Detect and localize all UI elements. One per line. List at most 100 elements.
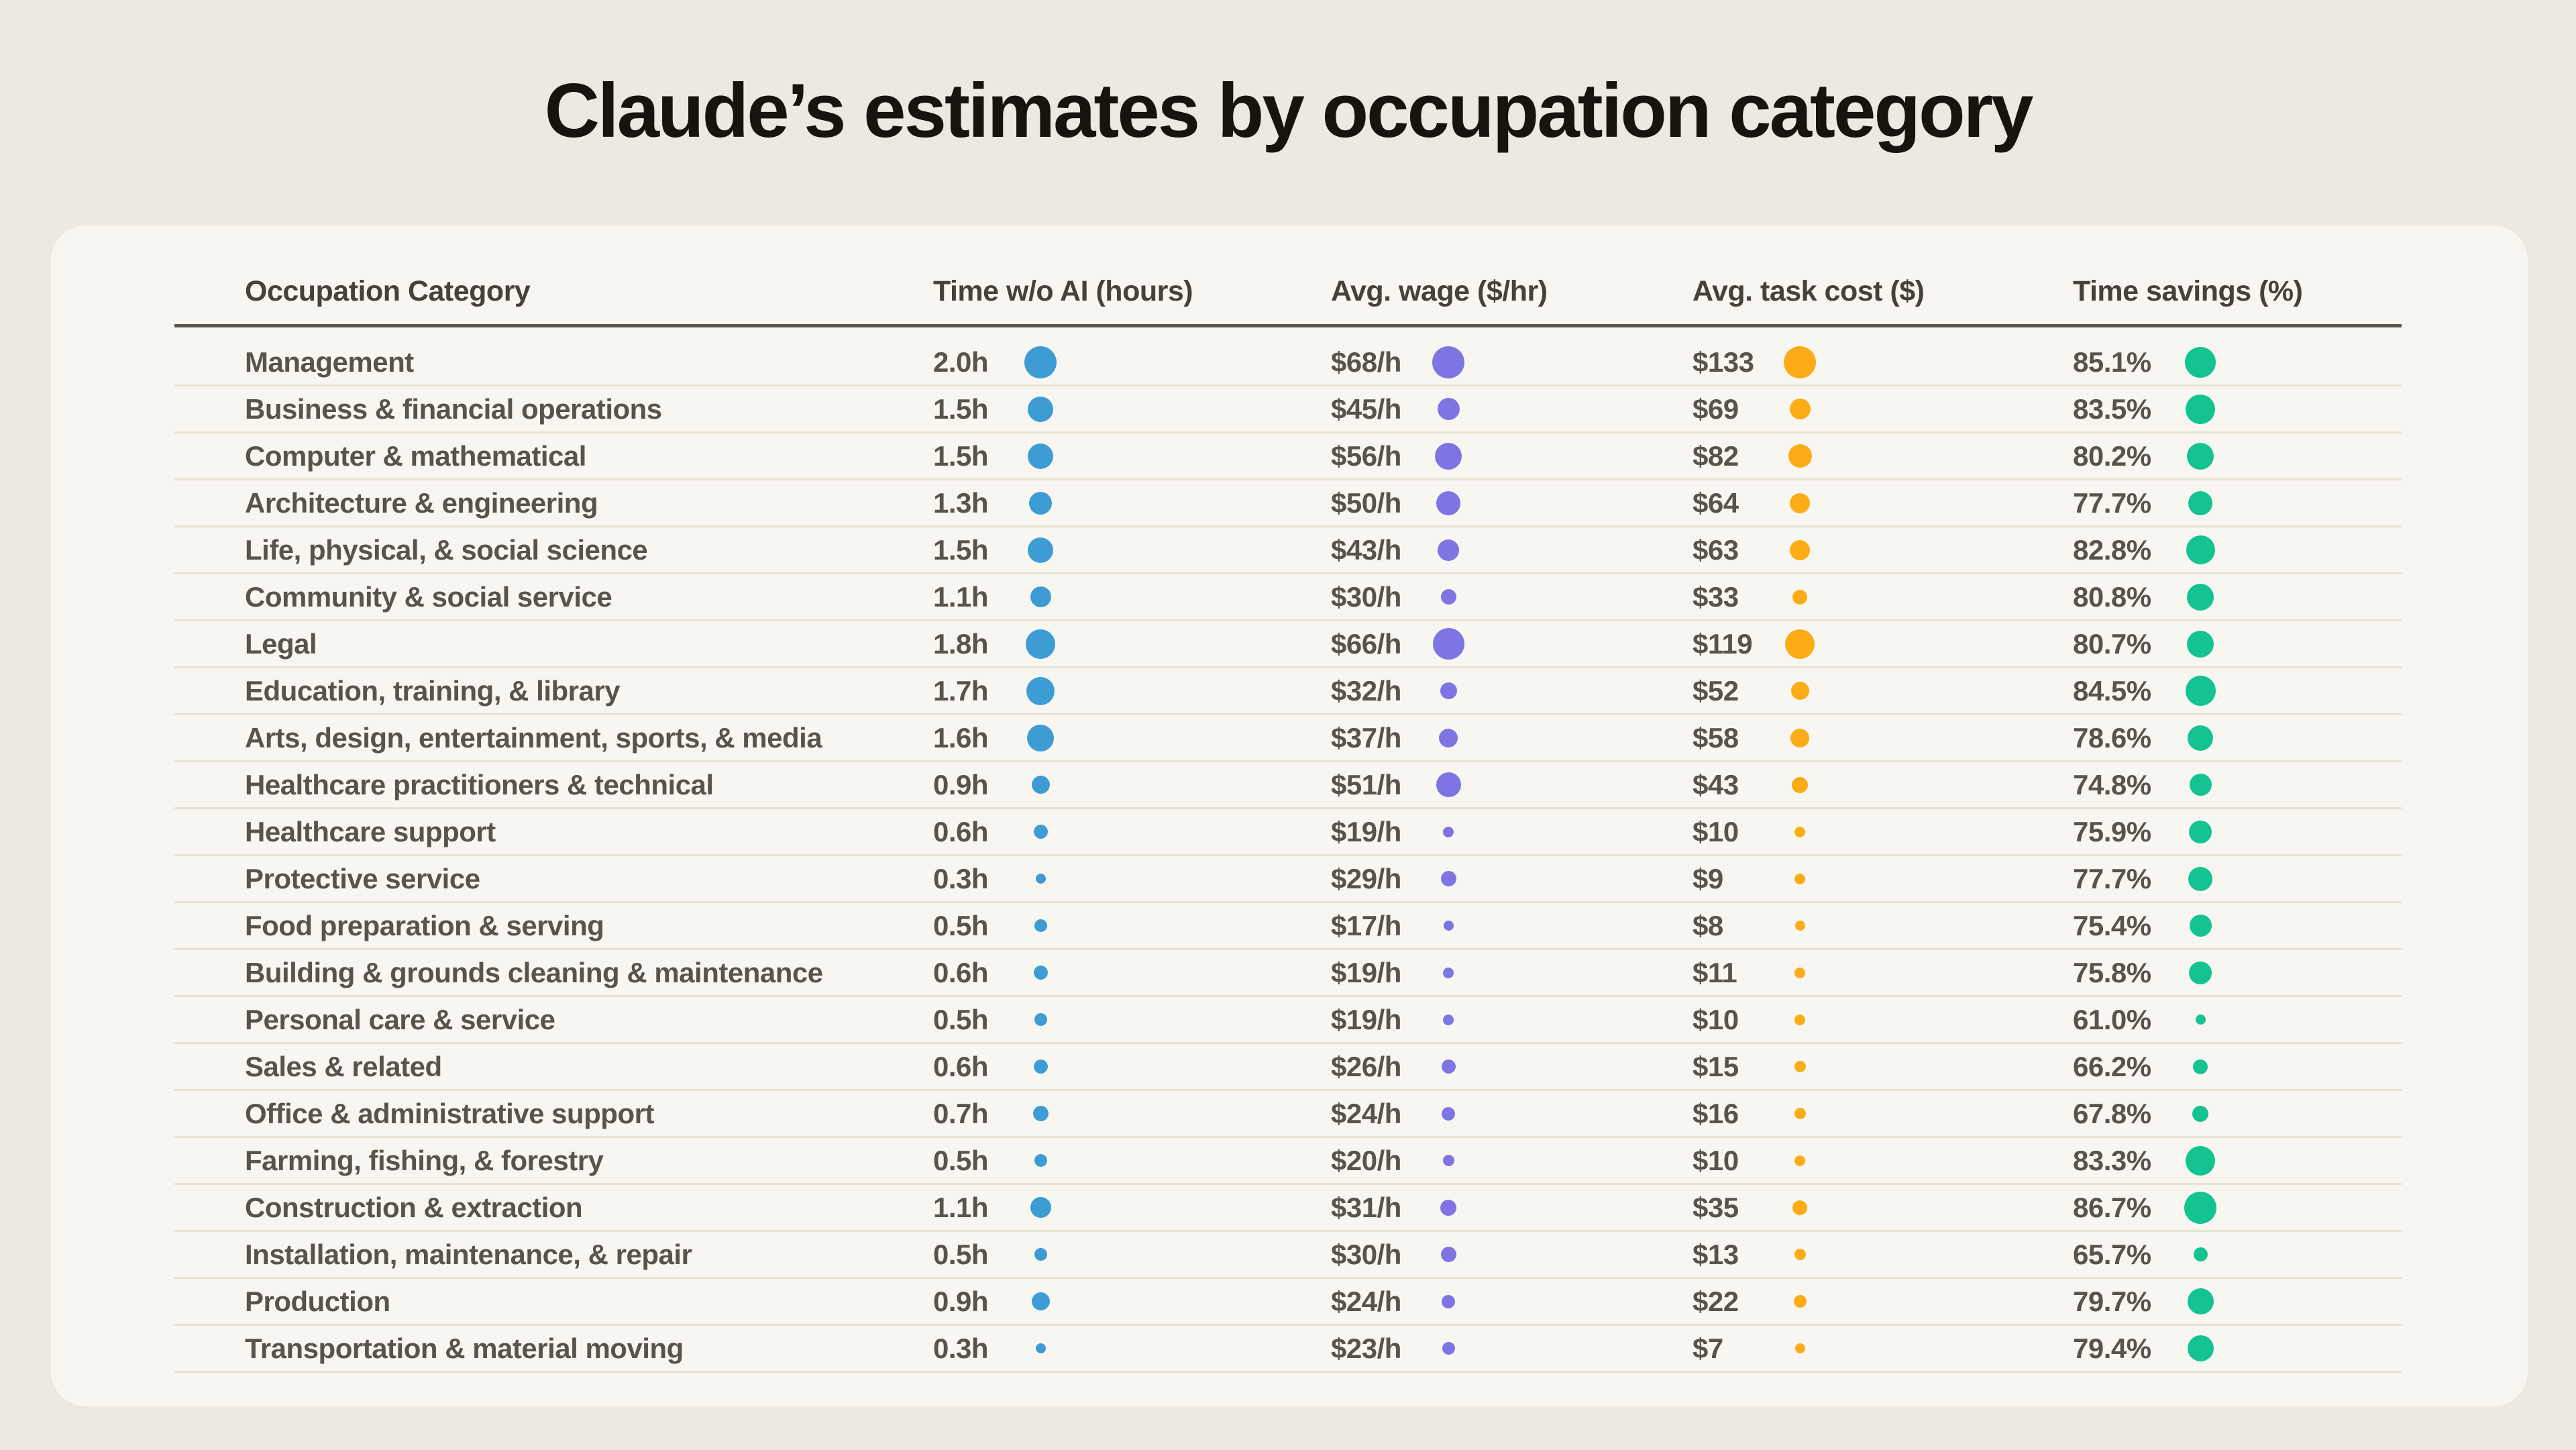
wage-value: $45/h [1331, 393, 1401, 425]
occupation-label: Education, training, & library [245, 674, 621, 707]
savings-cell: 65.7% [2073, 1235, 2402, 1275]
time-cell: 1.8h [933, 624, 1331, 664]
page-title: Claude’s estimates by occupation categor… [544, 68, 2034, 154]
wage-dot-box [1428, 483, 1468, 523]
time-dot-box [1020, 436, 1061, 476]
cost-dot-box [1780, 1329, 1820, 1369]
savings-dot [2187, 442, 2214, 470]
occupation-label: Healthcare support [245, 815, 496, 847]
column-header-cost: Avg. task cost ($) [1693, 275, 1925, 307]
occupation-label: Arts, design, entertainment, sports, & m… [245, 721, 822, 754]
time-dot-box [1020, 906, 1061, 946]
time-value: 0.5h [933, 1238, 989, 1270]
wage-dot [1437, 398, 1460, 420]
wage-dot [1440, 589, 1456, 605]
time-cell: 0.6h [933, 812, 1331, 852]
table-row: Legal 1.8h $66/h $119 80.7% [174, 621, 2402, 668]
wage-dot [1443, 1014, 1454, 1025]
wage-dot-box [1428, 765, 1468, 805]
time-value: 0.3h [933, 862, 989, 894]
time-dot-box [1020, 624, 1061, 664]
savings-value: 79.4% [2073, 1332, 2151, 1364]
savings-value: 80.7% [2073, 627, 2151, 660]
savings-cell: 80.7% [2073, 624, 2402, 664]
column-header-savings: Time savings (%) [2073, 275, 2303, 307]
savings-dot-box [2180, 1141, 2220, 1181]
time-cell: 0.6h [933, 1047, 1331, 1087]
wage-dot [1436, 490, 1460, 515]
savings-cell: 66.2% [2073, 1047, 2402, 1087]
time-dot-box [1020, 1329, 1061, 1369]
time-dot [1030, 1197, 1051, 1218]
time-dot-box [1020, 1282, 1061, 1322]
wage-dot [1438, 539, 1459, 561]
time-dot-box [1020, 530, 1061, 570]
wage-value: $37/h [1331, 721, 1401, 754]
savings-dot-box [2180, 953, 2220, 993]
cost-cell: $58 [1693, 718, 2073, 758]
cost-value: $11 [1693, 956, 1737, 988]
wage-dot-box [1428, 718, 1468, 758]
table-row: Healthcare support 0.6h $19/h $10 75.9% [174, 809, 2402, 856]
savings-value: 78.6% [2073, 721, 2151, 754]
wage-dot-box [1428, 859, 1468, 899]
wage-cell: $19/h [1331, 953, 1693, 993]
occupation-label: Building & grounds cleaning & maintenanc… [245, 956, 823, 988]
wage-cell: $51/h [1331, 765, 1693, 805]
time-cell: 1.5h [933, 436, 1331, 476]
time-value: 0.9h [933, 768, 989, 800]
wage-value: $17/h [1331, 909, 1401, 941]
time-dot-box [1020, 1094, 1061, 1134]
occupation-label: Sales & related [245, 1050, 442, 1082]
occupation-label: Personal care & service [245, 1003, 555, 1035]
savings-dot [2193, 1247, 2208, 1261]
savings-dot [2186, 535, 2215, 564]
savings-dot-box [2180, 859, 2220, 899]
cost-value: $9 [1693, 862, 1723, 894]
wage-value: $31/h [1331, 1191, 1401, 1223]
cost-dot [1788, 444, 1812, 468]
savings-dot-box [2180, 1329, 2220, 1369]
time-value: 1.5h [933, 439, 989, 472]
cost-value: $8 [1693, 909, 1723, 941]
table-row: Office & administrative support 0.7h $24… [174, 1091, 2402, 1138]
cost-cell: $10 [1693, 1000, 2073, 1040]
cost-value: $7 [1693, 1332, 1723, 1364]
wage-dot-box [1428, 577, 1468, 617]
cost-dot-box [1780, 577, 1820, 617]
savings-cell: 61.0% [2073, 1000, 2402, 1040]
wage-cell: $30/h [1331, 577, 1693, 617]
wage-value: $24/h [1331, 1285, 1401, 1317]
occupation-label: Healthcare practitioners & technical [245, 768, 714, 800]
savings-dot-box [2180, 1235, 2220, 1275]
occupation-label: Construction & extraction [245, 1191, 583, 1223]
savings-value: 85.1% [2073, 346, 2151, 378]
occupation-label: Installation, maintenance, & repair [245, 1238, 692, 1270]
cost-dot [1794, 1155, 1805, 1166]
wage-dot [1432, 346, 1464, 378]
time-dot-box [1020, 577, 1061, 617]
wage-dot [1442, 1155, 1454, 1166]
cost-dot [1793, 1295, 1807, 1308]
time-cell: 1.5h [933, 389, 1331, 429]
savings-value: 83.3% [2073, 1144, 2151, 1176]
wage-value: $51/h [1331, 768, 1401, 800]
savings-dot [2187, 1335, 2214, 1361]
wage-value: $24/h [1331, 1097, 1401, 1129]
cost-cell: $52 [1693, 671, 2073, 711]
cost-dot-box [1780, 1188, 1820, 1228]
cost-dot-box [1780, 436, 1820, 476]
occupation-label: Life, physical, & social science [245, 533, 648, 566]
time-dot-box [1020, 1000, 1061, 1040]
wage-dot-box [1428, 671, 1468, 711]
savings-dot [2192, 1105, 2208, 1122]
wage-dot-box [1428, 1047, 1468, 1087]
savings-dot-box [2180, 812, 2220, 852]
time-dot [1031, 1292, 1050, 1310]
column-header-time: Time w/o AI (hours) [933, 275, 1193, 307]
time-cell: 0.5h [933, 906, 1331, 946]
wage-cell: $23/h [1331, 1329, 1693, 1369]
column-header-occupation: Occupation Category [245, 275, 531, 307]
savings-dot [2184, 1191, 2216, 1224]
wage-cell: $37/h [1331, 718, 1693, 758]
